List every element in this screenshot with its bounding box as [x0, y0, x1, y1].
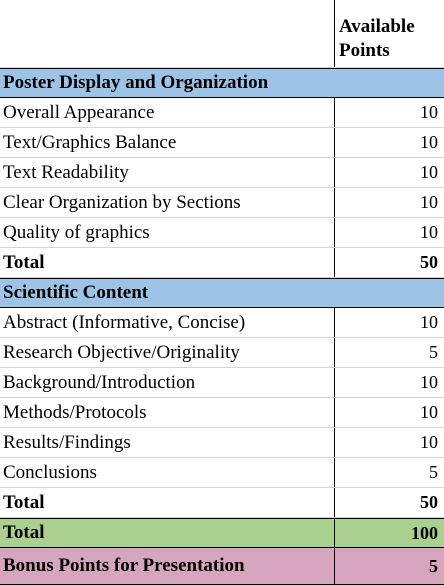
item-row: Abstract (Informative, Concise) 10 [0, 308, 444, 338]
row-label: Poster Display and Organization [3, 72, 269, 93]
item-row: Background/Introduction 10 [0, 368, 444, 398]
header-row: Available Points [0, 0, 444, 68]
section-total: Total 50 [0, 248, 444, 278]
row-label: Total [3, 522, 45, 543]
section-total: Total 50 [0, 488, 444, 518]
row-label: Conclusions [3, 461, 97, 483]
row-points [334, 69, 444, 97]
row-label: Total [3, 491, 45, 513]
item-row: Clear Organization by Sections 10 [0, 188, 444, 218]
item-row: Methods/Protocols 10 [0, 398, 444, 428]
row-label: Text/Graphics Balance [3, 131, 177, 153]
row-label: Background/Introduction [3, 371, 196, 393]
row-points [334, 279, 444, 307]
item-row: Text/Graphics Balance 10 [0, 128, 444, 158]
row-label: Text Readability [3, 161, 129, 183]
row-points: 5 [334, 338, 444, 367]
section-header: Poster Display and Organization [0, 68, 444, 98]
row-points: Available Points [334, 0, 444, 67]
row-label: Abstract (Informative, Concise) [3, 311, 246, 333]
row-points: 10 [334, 218, 444, 247]
row-points: 5 [334, 458, 444, 487]
row-points: 50 [334, 248, 444, 277]
row-label: Results/Findings [3, 431, 131, 453]
row-points: 10 [334, 128, 444, 157]
row-points: 10 [334, 98, 444, 127]
row-label: Research Objective/Originality [3, 341, 240, 363]
bonus-row: Bonus Points for Presentation 5 [0, 548, 444, 585]
row-points: 10 [334, 428, 444, 457]
row-points: 10 [334, 398, 444, 427]
row-label: Overall Appearance [3, 101, 155, 123]
row-points: 10 [334, 158, 444, 187]
item-row: Research Objective/Originality 5 [0, 338, 444, 368]
row-points: 10 [334, 308, 444, 337]
row-label: Quality of graphics [3, 221, 150, 243]
row-label: Methods/Protocols [3, 401, 147, 423]
row-label: Scientific Content [3, 282, 149, 303]
item-row: Overall Appearance 10 [0, 98, 444, 128]
item-row: Text Readability 10 [0, 158, 444, 188]
item-row: Results/Findings 10 [0, 428, 444, 458]
item-row: Quality of graphics 10 [0, 218, 444, 248]
row-points: 10 [334, 368, 444, 397]
row-points: 10 [334, 188, 444, 217]
row-points: 100 [334, 519, 444, 547]
grand-total: Total 100 [0, 518, 444, 548]
row-label: Clear Organization by Sections [3, 191, 241, 213]
row-label: Bonus Points for Presentation [3, 555, 245, 576]
row-points: 5 [334, 548, 444, 584]
section-header: Scientific Content [0, 278, 444, 308]
row-label: Total [3, 251, 45, 273]
item-row: Conclusions 5 [0, 458, 444, 488]
row-points: 50 [334, 488, 444, 517]
